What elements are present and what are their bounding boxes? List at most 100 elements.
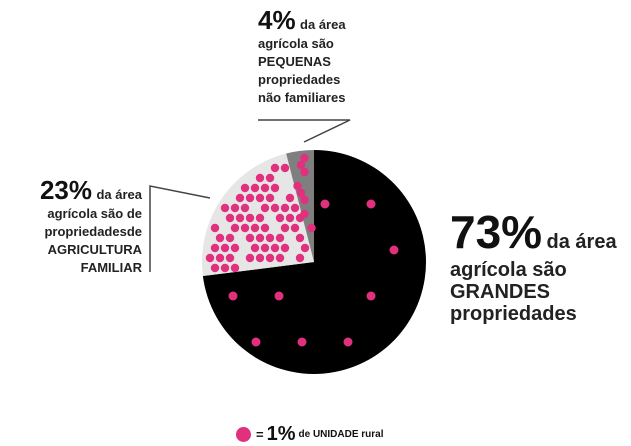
pie-dot (250, 223, 260, 233)
pie-dot (235, 193, 245, 203)
legend: = 1% de UNIDADE rural (236, 423, 384, 446)
pie-dot (255, 253, 265, 263)
label-family-percent: 23% (39, 175, 92, 205)
label-large-line: propriedades (450, 303, 577, 326)
label-family-line: FAMILIAR (80, 259, 142, 275)
pie-dot (295, 253, 305, 263)
pie-dot (225, 233, 235, 243)
pie-dot (245, 233, 255, 243)
pie-dot (275, 233, 285, 243)
pie-dot (260, 203, 270, 213)
pie-dot (225, 253, 235, 263)
pie-dot (220, 203, 230, 213)
pie-dot (300, 209, 309, 219)
pie-dot (265, 253, 275, 263)
pie-dot (230, 263, 240, 273)
pie-dots (205, 153, 399, 347)
pie-dot (320, 199, 330, 209)
pie-dot (235, 213, 245, 223)
pie-dot (220, 263, 230, 273)
pie-dot (307, 223, 316, 233)
legend-percent: 1% (266, 423, 296, 445)
label-large-percent: 73% (450, 206, 543, 258)
pie-dot (366, 291, 376, 301)
pie-dot (290, 223, 300, 233)
pie-dot (296, 188, 306, 198)
label-large-line: agrícola são (450, 258, 567, 281)
pie-dot (205, 253, 215, 263)
pie-dot (210, 243, 220, 253)
pie-dot (251, 337, 261, 347)
label-small-line: propriedades (258, 71, 341, 87)
label-small-line: não familiares (258, 89, 346, 105)
label-small-text: da área (300, 17, 346, 32)
pie-dot (230, 203, 240, 213)
pie-dot (245, 213, 255, 223)
pie-dot (295, 233, 305, 243)
pie-dot (270, 203, 280, 213)
leader-line-small (258, 119, 351, 143)
pie-dot (255, 173, 265, 183)
pie-dot (215, 253, 225, 263)
pie-dot (225, 213, 235, 223)
pie-dot (270, 243, 280, 253)
pie-dot (265, 233, 275, 243)
pie-dot (240, 183, 250, 193)
pie-dot (280, 223, 290, 233)
pie-dot (245, 253, 255, 263)
pie-slices (202, 150, 426, 374)
pie-dot (270, 183, 280, 193)
pie-dot (300, 243, 310, 253)
pie-dot (215, 233, 225, 243)
pie-dot (280, 203, 290, 213)
pie-dot (228, 291, 238, 301)
pie-dot (210, 263, 220, 273)
legend-dot-icon (236, 427, 251, 442)
pie-dot (270, 163, 280, 173)
label-family-line: agrícola são de (47, 206, 142, 222)
pie-dot (280, 243, 290, 253)
pie-slice-small (286, 150, 314, 262)
pie-dot (300, 167, 309, 177)
pie-dot (296, 160, 306, 170)
pie-dot (230, 243, 240, 253)
pie-dot (275, 253, 285, 263)
pie-dot (240, 203, 250, 213)
pie-dot (250, 183, 260, 193)
label-small-line: PEQUENAS (258, 54, 331, 70)
label-family-text: da área (96, 187, 142, 202)
pie-dot (255, 233, 265, 243)
pie-dot (220, 243, 230, 253)
leader-line-family (149, 185, 211, 272)
pie-dot (300, 195, 309, 205)
pie-dot (275, 213, 285, 223)
pie-dot (366, 199, 376, 209)
pie-dot (297, 337, 307, 347)
pie-dot (300, 153, 309, 163)
pie-dot (285, 193, 295, 203)
pie-dot (255, 213, 265, 223)
pie-dot (389, 245, 399, 255)
label-large-text: da área (546, 231, 617, 253)
pie-dot (260, 183, 270, 193)
pie-dot (230, 223, 240, 233)
pie-dot (255, 193, 265, 203)
label-large-line: GRANDES (450, 280, 551, 303)
label-small-line: agrícola são (258, 36, 334, 52)
pie-dot (343, 337, 353, 347)
pie-dot (240, 223, 250, 233)
pie-dot (290, 203, 300, 213)
label-family-line: propriedadesde (44, 224, 142, 240)
pie-dot (293, 181, 302, 191)
legend-equals: = (256, 427, 264, 442)
label-large-properties: 73% da área agrícola são GRANDES proprie… (450, 206, 630, 326)
label-small-percent: 4% (258, 5, 296, 35)
label-family-line: AGRICULTURA (47, 241, 142, 257)
pie-dot (280, 163, 290, 173)
pie-dot (274, 291, 284, 301)
leader-lines (149, 119, 351, 272)
pie-dot (285, 213, 295, 223)
pie-dot (260, 223, 270, 233)
legend-text: de UNIDADE rural (298, 429, 384, 440)
